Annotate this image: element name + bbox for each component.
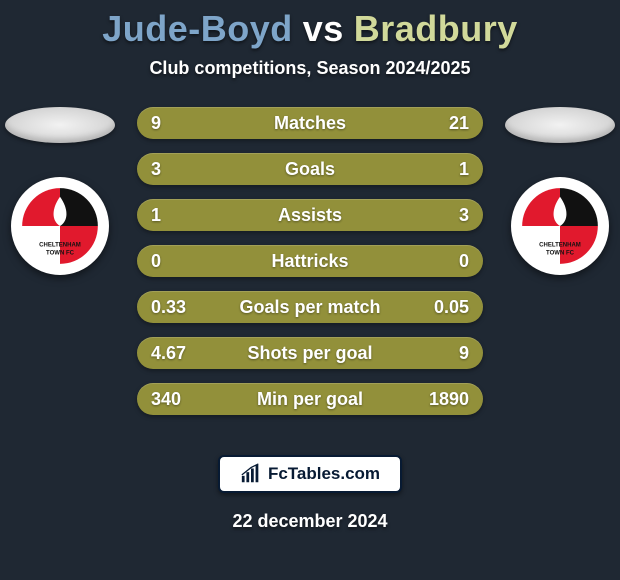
- stat-label: Goals: [213, 159, 407, 180]
- stat-left-value: 1: [151, 205, 213, 226]
- stat-label: Shots per goal: [213, 343, 407, 364]
- brand-badge[interactable]: FcTables.com: [218, 455, 402, 493]
- stat-label: Min per goal: [213, 389, 407, 410]
- stat-row: 9Matches21: [137, 107, 483, 139]
- svg-text:TOWN FC: TOWN FC: [46, 250, 75, 256]
- stat-label: Goals per match: [213, 297, 407, 318]
- stat-right-value: 1890: [407, 389, 469, 410]
- comparison-card: Jude-Boyd vs Bradbury Club competitions,…: [0, 0, 620, 580]
- svg-text:CHELTENHAM: CHELTENHAM: [39, 243, 81, 249]
- player-left-name: Jude-Boyd: [102, 8, 293, 50]
- stat-left-value: 4.67: [151, 343, 213, 364]
- stat-row: 0.33Goals per match0.05: [137, 291, 483, 323]
- player-right-head-placeholder: [505, 107, 615, 143]
- player-right-column: CHELTENHAM TOWN FC: [500, 107, 620, 275]
- player-left-column: CHELTENHAM TOWN FC: [0, 107, 120, 275]
- stat-label: Matches: [213, 113, 407, 134]
- stat-row: 1Assists3: [137, 199, 483, 231]
- player-right-club-badge: CHELTENHAM TOWN FC: [511, 177, 609, 275]
- stat-left-value: 340: [151, 389, 213, 410]
- vs-separator: vs: [303, 8, 344, 50]
- stat-right-value: 3: [407, 205, 469, 226]
- stat-right-value: 21: [407, 113, 469, 134]
- stat-right-value: 0: [407, 251, 469, 272]
- stats-list: 9Matches213Goals11Assists30Hattricks00.3…: [137, 107, 483, 415]
- stat-label: Hattricks: [213, 251, 407, 272]
- cheltenham-badge-icon: CHELTENHAM TOWN FC: [517, 183, 603, 269]
- date-label: 22 december 2024: [0, 511, 620, 532]
- svg-text:TOWN FC: TOWN FC: [546, 250, 575, 256]
- stat-label: Assists: [213, 205, 407, 226]
- page-title: Jude-Boyd vs Bradbury: [0, 0, 620, 50]
- cheltenham-badge-icon: CHELTENHAM TOWN FC: [17, 183, 103, 269]
- stat-left-value: 9: [151, 113, 213, 134]
- player-left-club-badge: CHELTENHAM TOWN FC: [11, 177, 109, 275]
- stat-right-value: 1: [407, 159, 469, 180]
- stat-right-value: 9: [407, 343, 469, 364]
- stat-right-value: 0.05: [407, 297, 469, 318]
- stat-row: 340Min per goal1890: [137, 383, 483, 415]
- subtitle: Club competitions, Season 2024/2025: [0, 58, 620, 79]
- stat-left-value: 0: [151, 251, 213, 272]
- stat-row: 4.67Shots per goal9: [137, 337, 483, 369]
- stat-left-value: 0.33: [151, 297, 213, 318]
- stat-row: 0Hattricks0: [137, 245, 483, 277]
- stat-row: 3Goals1: [137, 153, 483, 185]
- bars-chart-icon: [240, 463, 262, 485]
- player-right-name: Bradbury: [354, 8, 518, 50]
- player-left-head-placeholder: [5, 107, 115, 143]
- brand-text: FcTables.com: [268, 464, 380, 484]
- stats-arena: CHELTENHAM TOWN FC CHELTENHAM TOWN FC: [0, 107, 620, 427]
- svg-text:CHELTENHAM: CHELTENHAM: [539, 243, 581, 249]
- stat-left-value: 3: [151, 159, 213, 180]
